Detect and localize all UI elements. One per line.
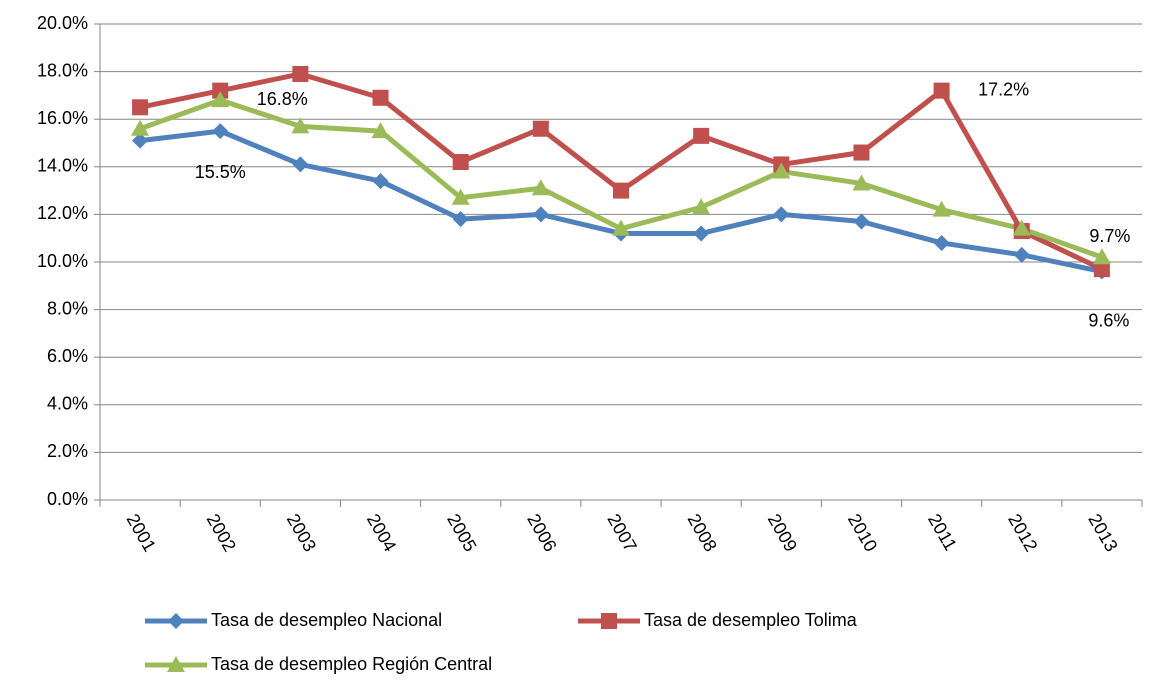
x-tick-label: 2006 [523,510,560,555]
data-point [853,213,870,230]
x-tick-label: 2013 [1084,510,1121,555]
data-point [1013,246,1030,263]
data-point [372,173,389,190]
data-point [132,132,149,149]
data-point [693,225,710,242]
y-tick-label: 2.0% [47,441,88,461]
data-label: 16.8% [257,89,308,109]
legend-marker [601,613,617,629]
x-tick-label: 2012 [1004,510,1041,555]
x-tick-label: 2005 [443,510,480,555]
data-point [212,82,229,99]
series-line [139,128,1103,274]
data-label: 15.5% [195,162,246,182]
x-tick-label: 2011 [924,510,961,554]
data-point [933,82,950,99]
y-tick-label: 20.0% [37,13,88,33]
data-point [131,119,150,136]
data-point [853,144,870,161]
data-point [612,219,630,236]
data-point [773,206,790,223]
data-point [1093,261,1110,278]
x-tick-label: 2009 [764,510,801,555]
legend-label: Tasa de desempleo Tolima [644,610,858,630]
y-tick-label: 10.0% [37,251,88,271]
x-tick-label: 2001 [122,510,159,555]
y-tick-label: 16.0% [37,108,88,128]
data-point [932,200,951,217]
x-tick-label: 2007 [603,510,640,555]
x-tick-label: 2002 [203,510,240,555]
data-point [772,162,791,179]
data-point [452,211,469,228]
data-point [531,179,550,196]
data-point [1092,248,1111,265]
legend-marker [167,656,185,672]
y-tick-label: 6.0% [47,346,88,366]
data-label: 17.2% [978,79,1029,99]
data-point [532,120,549,137]
y-tick-label: 14.0% [37,156,88,176]
data-point [532,206,549,223]
legend-label: Tasa de desempleo Región Central [211,654,492,674]
data-point [372,89,389,106]
data-point [212,123,229,140]
data-point [292,156,309,173]
data-point [693,127,710,144]
x-tick-label: 2003 [283,510,320,555]
x-tick-label: 2004 [363,510,400,555]
y-tick-label: 4.0% [47,394,88,414]
data-label: 9.6% [1088,310,1129,330]
data-point [692,198,711,215]
y-tick-label: 8.0% [47,298,88,318]
legend-label: Tasa de desempleo Nacional [211,610,442,630]
legend-marker [168,613,184,629]
data-point [371,122,390,139]
data-point [933,234,950,251]
data-point [452,154,469,171]
data-label: 9.7% [1089,226,1130,246]
data-point [211,91,230,108]
data-point [451,188,470,205]
data-point [1012,219,1031,236]
y-tick-label: 12.0% [37,203,88,223]
y-tick-label: 18.0% [37,60,88,80]
data-point [132,99,149,116]
data-point [613,182,629,199]
y-tick-label: 0.0% [47,489,88,509]
data-point [291,117,310,134]
data-point [292,65,309,82]
x-tick-label: 2008 [684,510,721,555]
data-point [852,174,871,191]
x-tick-label: 2010 [844,510,881,555]
